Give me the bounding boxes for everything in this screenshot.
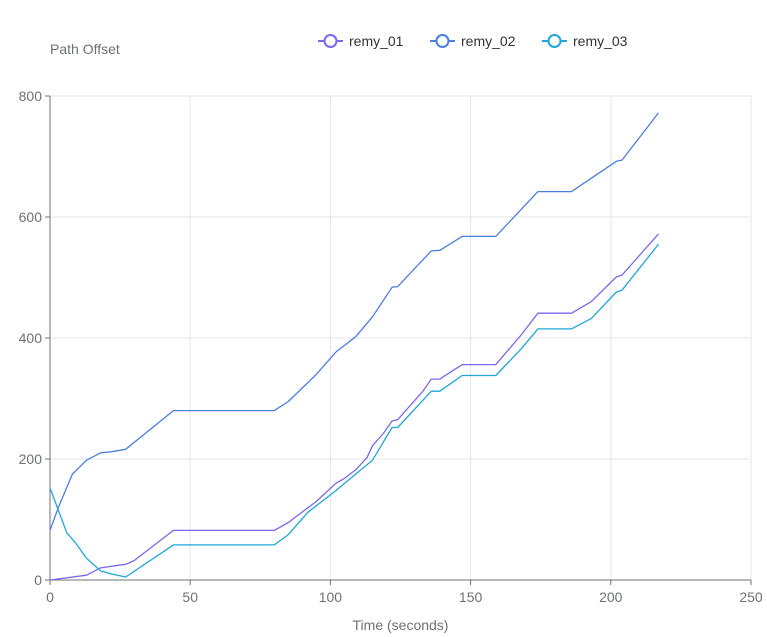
legend-marker-remy_02[interactable]: [435, 34, 450, 48]
x-axis-title: Time (seconds): [353, 617, 449, 633]
legend-marker-remy_01[interactable]: [323, 34, 338, 48]
y-tick-label: 200: [19, 451, 43, 467]
y-axis-title: Path Offset: [50, 41, 120, 57]
series-line-remy_02: [49, 112, 660, 531]
legend-label-remy_01[interactable]: remy_01: [349, 33, 404, 49]
y-tick-label: 400: [19, 330, 43, 346]
y-tick-label: 0: [34, 572, 42, 588]
series-line-remy_03: [49, 243, 660, 578]
legend-marker-remy_03[interactable]: [547, 34, 562, 48]
y-tick-label: 600: [19, 209, 43, 225]
y-tick-label: 800: [19, 88, 43, 104]
x-tick-label: 250: [739, 589, 763, 605]
x-tick-label: 0: [46, 589, 54, 605]
x-tick-label: 200: [599, 589, 623, 605]
legend-label-remy_02[interactable]: remy_02: [461, 33, 516, 49]
x-tick-label: 100: [319, 589, 343, 605]
x-tick-label: 150: [459, 589, 483, 605]
series-line-remy_01: [49, 233, 659, 581]
x-tick-label: 50: [182, 589, 198, 605]
legend-label-remy_03[interactable]: remy_03: [573, 33, 628, 49]
